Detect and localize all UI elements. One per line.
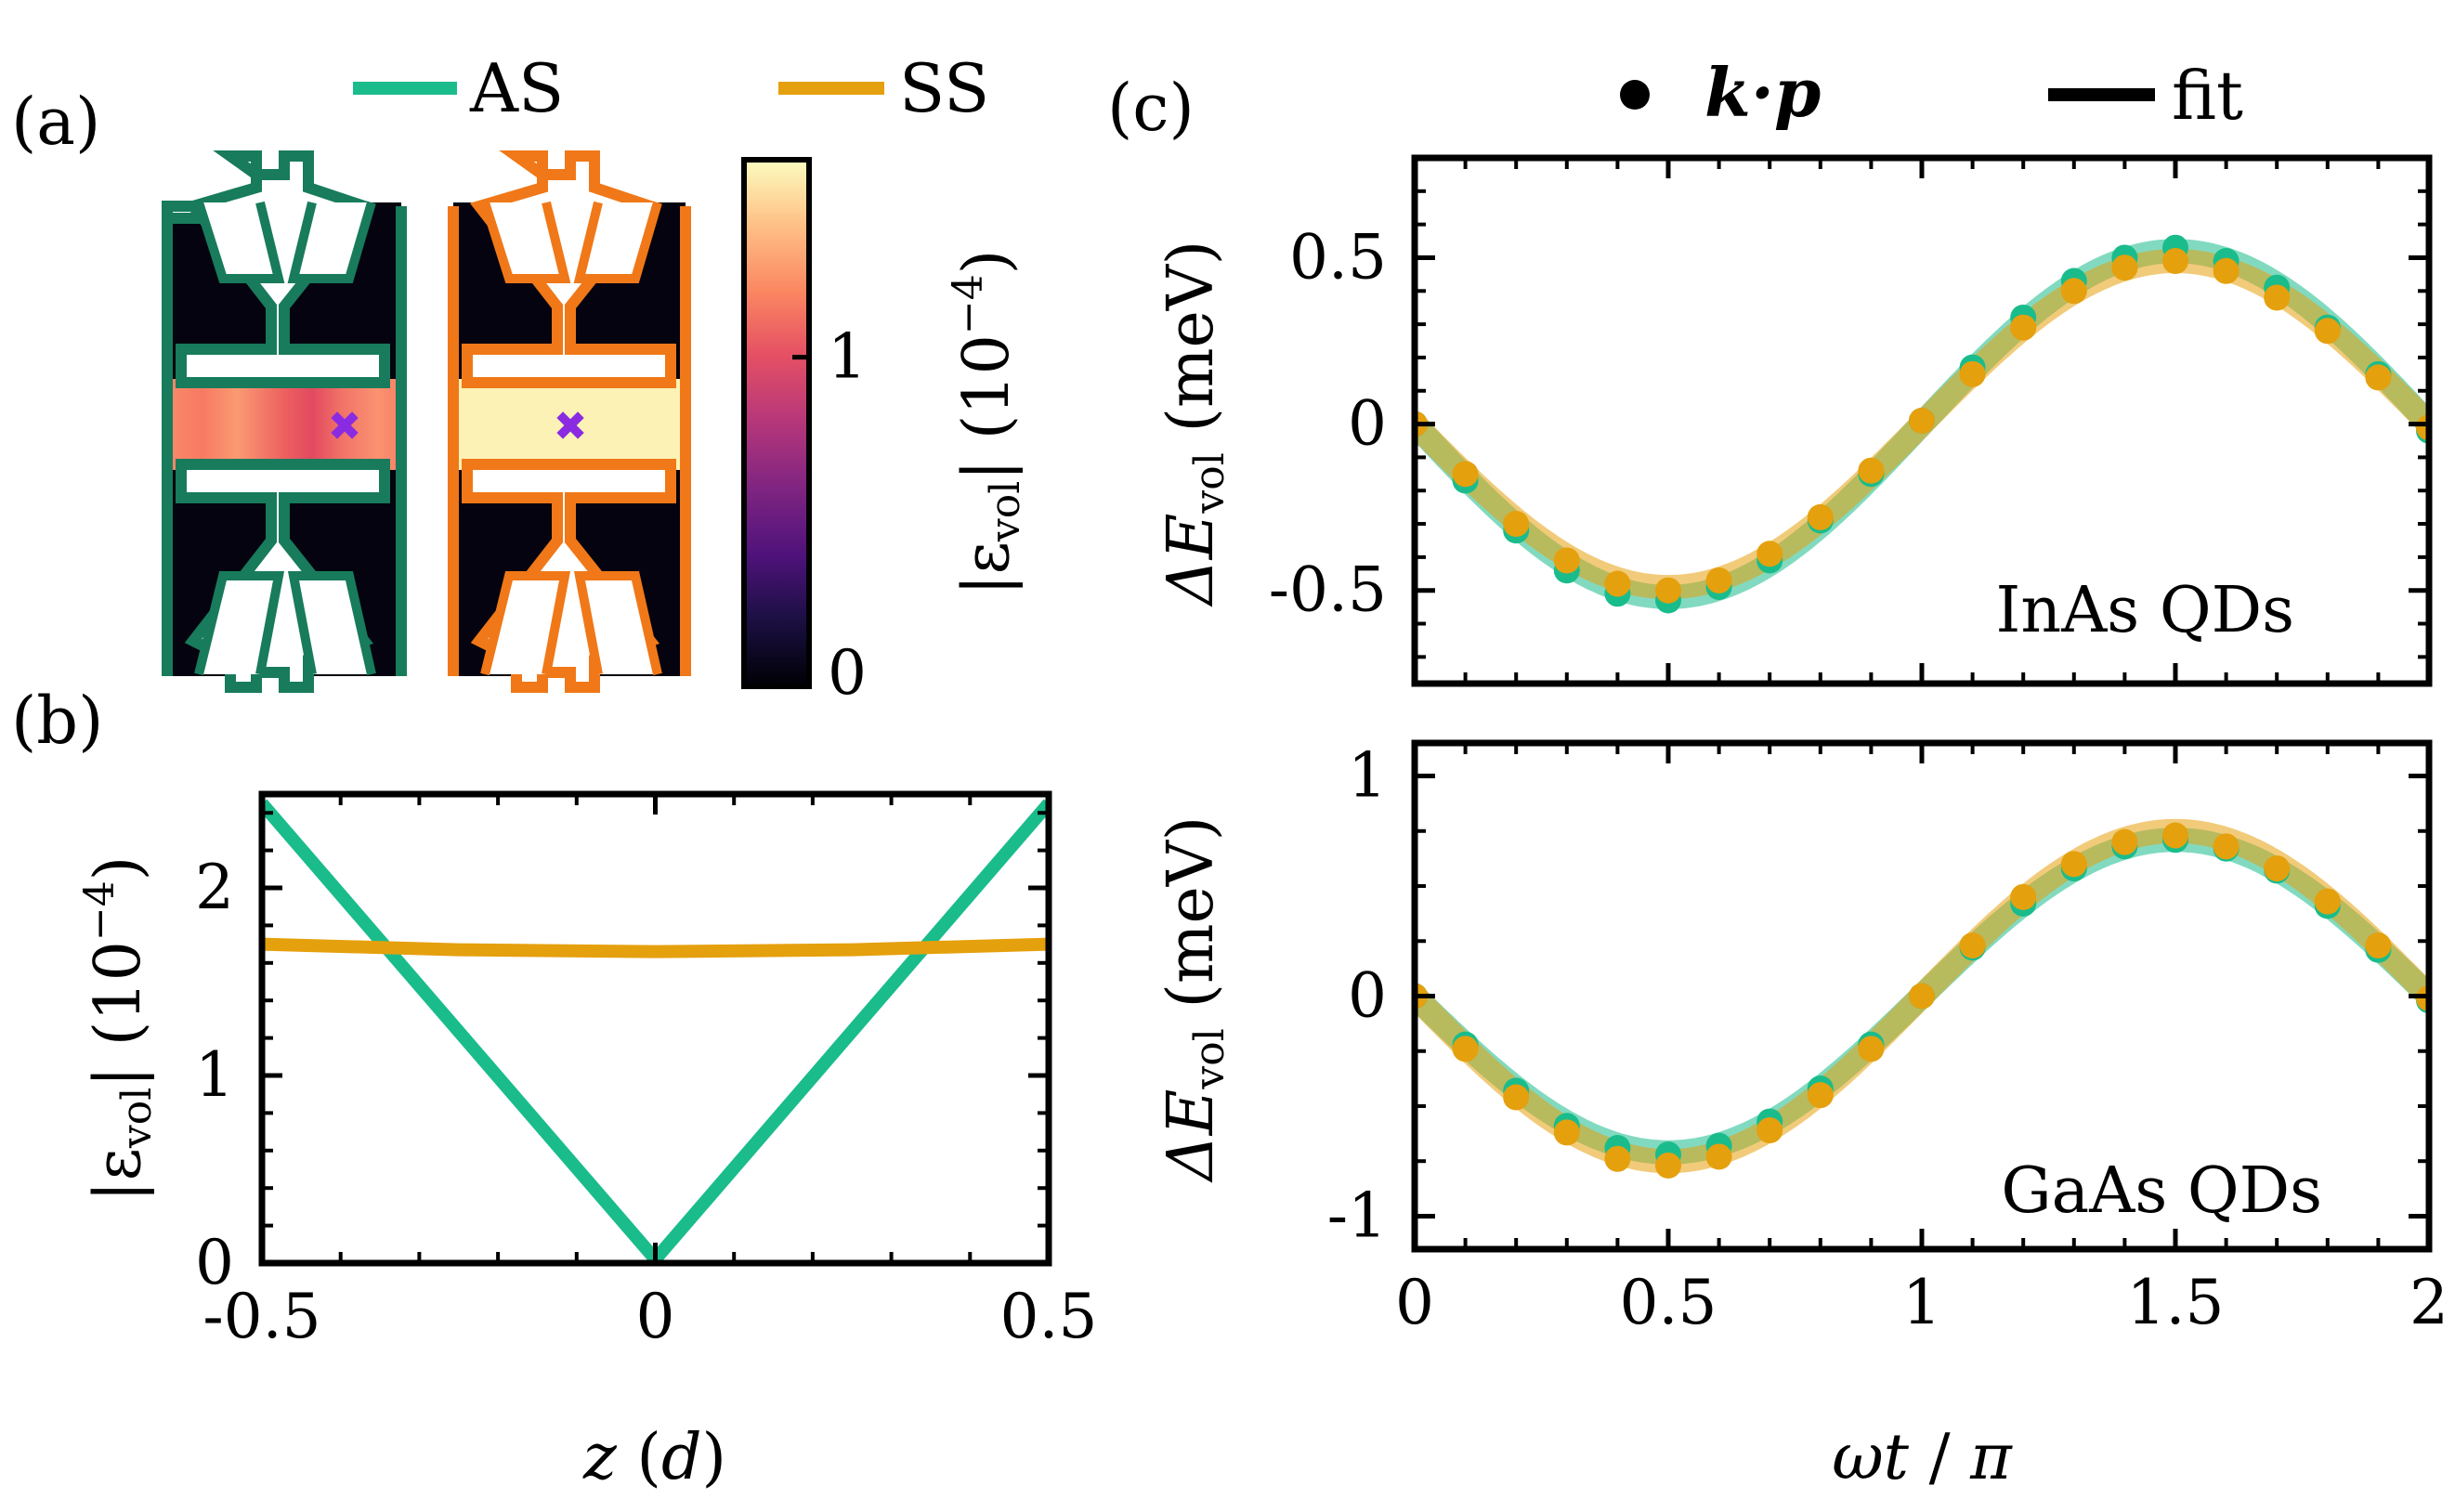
- chart-b-ytick-label: 0: [195, 1227, 234, 1298]
- chart-c-top: -0.5 0 0.5 InAs QDs ΔEvol (meV): [1155, 154, 2433, 687]
- chart-b-xtick-label: -0.5: [202, 1281, 320, 1352]
- legend-as-label: AS: [469, 49, 564, 127]
- plotCT-point-ss: [1503, 511, 1530, 538]
- chart-c-top-annotation: InAs QDs: [1996, 574, 2294, 647]
- plotCT-point-ss: [1655, 577, 1681, 604]
- plotCT-ytick-label: 0: [1348, 388, 1387, 460]
- marker-ss: ✖: [554, 403, 588, 450]
- plotCB-xtick-label: 2: [2409, 1267, 2448, 1338]
- plotCB-point-ss: [2365, 932, 2392, 958]
- panel-label-c: (c): [1107, 70, 1195, 146]
- plotCT-point-ss: [2111, 254, 2138, 281]
- plotCT-point-ss: [1807, 503, 1834, 530]
- plotCT-point-ss: [2060, 278, 2087, 305]
- panel-label-b: (b): [11, 683, 103, 759]
- plotCB-point-ss: [2010, 883, 2037, 910]
- strain-map-as: ✖: [162, 150, 407, 693]
- chart-b-series-as: [262, 799, 1049, 1263]
- plotCB-xtick-label: 1.5: [2127, 1267, 2225, 1338]
- plotCT-point-ss: [2365, 364, 2392, 391]
- colorbar: 0 1 |εvol| (10−4): [741, 157, 1029, 709]
- plotCT-ytick-label: -0.5: [1269, 554, 1387, 626]
- plotCB-point-ss: [1858, 1036, 1885, 1062]
- plotCT-point-ss: [1959, 360, 1986, 387]
- colorbar-tick-label: 1: [828, 321, 867, 393]
- colorbar-label: |εvol| (10−4): [945, 250, 1029, 596]
- plotCB-point-ss: [2213, 833, 2240, 860]
- plotCT-point-ss: [1553, 547, 1580, 574]
- legend-c: k·p fit: [1620, 53, 2243, 135]
- plotCB-ytick-label: -1: [1327, 1180, 1387, 1251]
- chart-b-series-ss: [262, 937, 1049, 958]
- plotCB-point-ss: [2111, 828, 2138, 855]
- chart-c-bottom-ylabel: ΔEvol (meV): [1155, 816, 1234, 1184]
- plotCB-xtick-label: 0.5: [1620, 1267, 1717, 1338]
- plotCB-point-ss: [1503, 1084, 1530, 1111]
- plotCT-point-ss: [1452, 461, 1479, 488]
- plotCT-point-ss: [1705, 567, 1732, 593]
- plotCT-point-ss: [2314, 318, 2341, 345]
- chart-b-ylabel: |εvol| (10−4): [76, 856, 161, 1203]
- chart-b-ytick-label: 1: [195, 1039, 234, 1111]
- plotCB-ytick-label: 1: [1348, 740, 1387, 812]
- colorbar-tick-label: 0: [828, 637, 867, 709]
- plotCB-point-ss: [1655, 1152, 1681, 1179]
- plotCT-point-ss: [2264, 284, 2291, 311]
- strain-map-ss: ✖: [448, 150, 691, 693]
- panel-label-a: (a): [11, 84, 100, 160]
- chart-b-ytick-label: 2: [195, 852, 234, 923]
- chart-b-frame: [258, 790, 1052, 1267]
- plotCT-point-ss: [1909, 408, 1935, 434]
- plotCB-point-ss: [1756, 1117, 1783, 1144]
- plotCT-point-ss: [2213, 257, 2240, 284]
- chart-c-bottom: 0 0.5 1 1.5 2-101 GaAs QDs ΔEvol (meV) ωt / …: [1155, 739, 2448, 1494]
- plotCB-point-ss: [1705, 1143, 1732, 1170]
- plotCB-point-ss: [1452, 1036, 1479, 1062]
- legend-ss-label: SS: [899, 49, 989, 127]
- legend-fit-label: fit: [2172, 57, 2243, 135]
- plotCT-point-ss: [2010, 314, 2037, 341]
- plotCB-point-ss: [1959, 932, 1986, 958]
- plotCB-point-ss: [1604, 1145, 1631, 1172]
- chart-c-bottom-annotation: GaAs QDs: [2001, 1154, 2322, 1228]
- plotCB-point-ss: [2314, 888, 2341, 915]
- plotCB-xtick-label: 1: [1902, 1267, 1941, 1338]
- plotCT-ytick-label: 0.5: [1289, 221, 1387, 293]
- plotCB-point-ss: [2162, 822, 2188, 849]
- legend-kp-marker: [1620, 80, 1650, 110]
- legend-kp-label: k·p: [1704, 53, 1821, 132]
- chart-b-xtick-label: 0: [636, 1281, 675, 1352]
- plotCB-point-ss: [2264, 855, 2291, 882]
- legend-a: AS SS: [353, 49, 989, 127]
- plotCB-point-ss: [1807, 1082, 1834, 1109]
- plotCT-point-ss: [1604, 570, 1631, 597]
- colorbar-gradient: [741, 157, 812, 689]
- plotCB-point-ss: [1553, 1119, 1580, 1146]
- marker-as: ✖: [328, 403, 362, 450]
- chart-b-xtick-label: 0.5: [1000, 1281, 1098, 1352]
- plotCT-point-ss: [2162, 248, 2188, 275]
- chart-c-xlabel: ωt / π: [1832, 1421, 2013, 1494]
- plotCB-ytick-label: 0: [1348, 960, 1387, 1032]
- plotCB-point-ss: [2060, 851, 2087, 878]
- chart-c-top-ylabel: ΔEvol (meV): [1155, 241, 1234, 608]
- plotCT-point-ss: [1756, 541, 1783, 567]
- chart-b-xlabel: z (d): [582, 1421, 726, 1494]
- plotCB-xtick-label: 0: [1395, 1267, 1434, 1338]
- plotCT-point-ss: [1858, 457, 1885, 484]
- plotCB-point-ss: [1909, 983, 1935, 1010]
